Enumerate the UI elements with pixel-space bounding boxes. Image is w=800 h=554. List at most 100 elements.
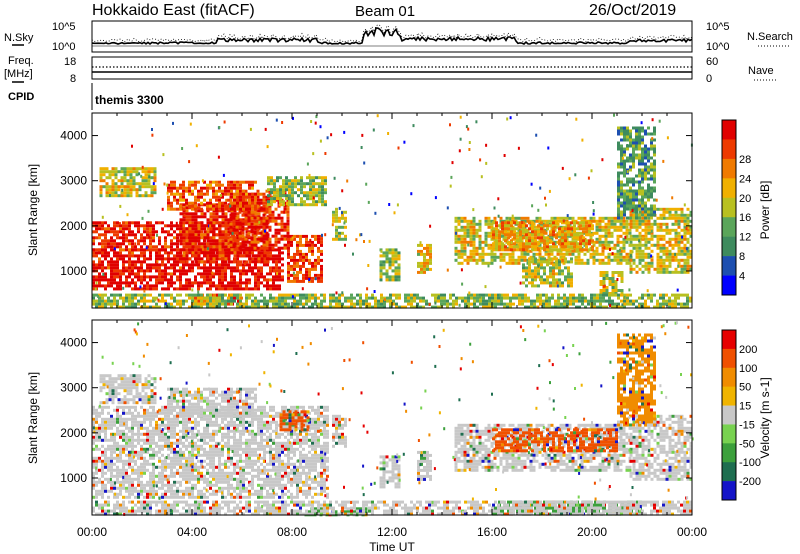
power-cell [274,240,278,244]
power-cell [626,138,629,142]
power-cell [595,222,599,226]
power-cell [254,207,257,211]
power-cell [221,281,224,285]
power-cell [550,216,554,220]
power-cell [215,218,219,222]
power-cell [149,221,152,225]
power-cell [290,243,293,247]
power-cell [306,176,309,180]
power-cell [239,305,242,309]
beam-label: Beam 01 [355,3,415,20]
power-cell [599,299,602,303]
power-cell [487,261,491,265]
power-cell [129,191,133,195]
power-cell [623,159,626,163]
power-cell [149,224,152,228]
power-cell [632,201,635,205]
power-cell [482,299,485,303]
power-cell [140,287,143,291]
power-cell [380,293,383,297]
power-cell [629,177,632,181]
power-cell [537,269,540,273]
power-cell [120,179,124,183]
power-cell [221,299,224,303]
power-cell [647,192,650,196]
power-cell [262,222,266,226]
power-cell [528,263,531,267]
power-cell [617,183,620,187]
power-cell [556,252,560,256]
power-cell [250,219,254,223]
power-cell [610,240,614,244]
power-cell [200,293,203,297]
power-cell [379,275,383,279]
power-cell [443,293,446,297]
power-cell [493,252,497,256]
power-cell [317,276,320,280]
power-cell [671,237,675,241]
power-cell [116,299,119,303]
power-cell [300,179,303,183]
power-cell [135,170,139,174]
power-cell [595,246,599,250]
power-cell [269,272,272,276]
power-cell [248,195,251,199]
power-cell [152,248,155,252]
power-cell [110,293,113,297]
power-cell [242,269,245,273]
power-cell [95,299,98,303]
power-cell [546,221,549,225]
power-cell [119,281,122,285]
power-cell [239,198,242,202]
power-cell [128,239,131,243]
power-cell [173,287,176,291]
power-cell [176,201,179,205]
power-cell [101,260,104,264]
power-cell [188,180,191,184]
power-cell [641,141,644,145]
power-cell [531,284,534,288]
power-cell [635,135,638,139]
power-cell [280,246,284,250]
power-cell [388,248,392,252]
power-cell [552,263,555,267]
power-cell [104,245,107,249]
power-cell [567,281,570,285]
power-cell [179,281,182,285]
power-cell [602,292,606,295]
power-cell [274,234,278,238]
power-cell [173,183,176,187]
power-cell [540,227,543,231]
power-cell [689,231,693,235]
power-cell [116,233,119,237]
power-cell [235,195,239,199]
power-cell [423,258,426,262]
power-cell [426,267,429,271]
power-cell [638,296,641,300]
power-cell [224,201,227,205]
power-cell [537,275,540,279]
power-cell [158,299,161,303]
power-cell [111,182,115,186]
power-cell [389,293,392,297]
power-cell [674,255,678,259]
power-cell [683,213,687,217]
power-cell [271,213,275,217]
power-cell [158,275,161,279]
power-cell [194,263,197,267]
power-cell [508,255,512,259]
power-cell [308,267,311,271]
power-cell [194,302,197,306]
power-cell [575,305,578,309]
power-cell [611,305,614,309]
power-cell [680,213,684,217]
power-cell [394,254,398,258]
power-cell [245,263,248,267]
power-cell [137,242,140,246]
power-cell [665,231,669,235]
power-cell [665,228,669,232]
power-cell [303,203,306,207]
power-cell [281,257,284,261]
power-cell [686,246,690,250]
power-cell [608,280,612,283]
